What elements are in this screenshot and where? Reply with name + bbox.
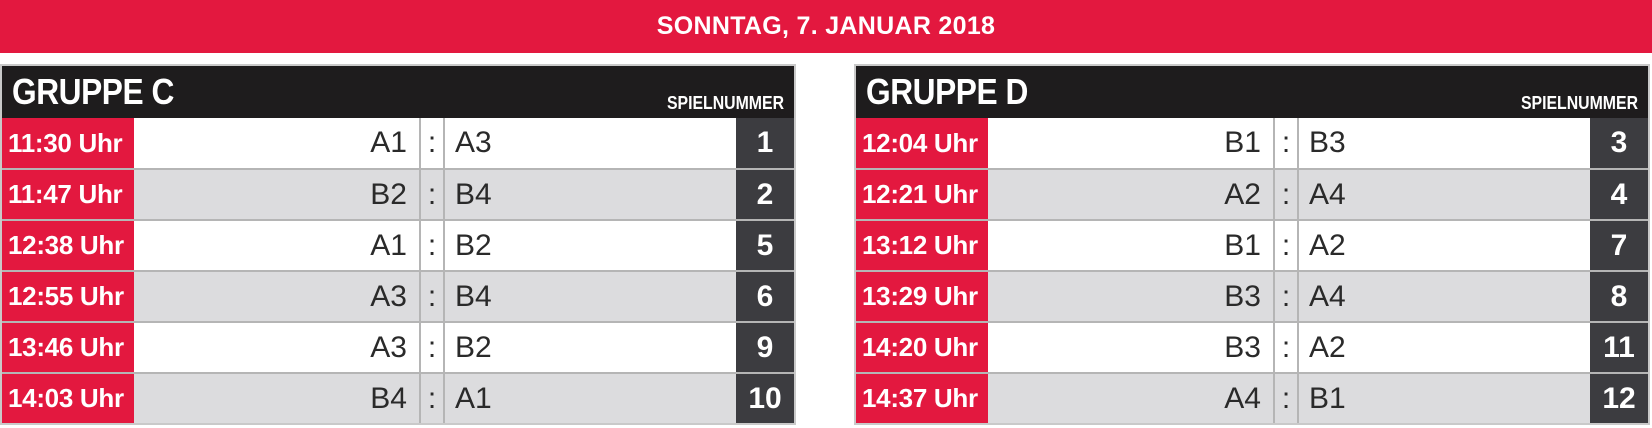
match-pairing: A1 : A3 [134,118,736,168]
separator: : [421,170,445,219]
away-team: A3 [455,126,492,159]
match-time: 14:37 Uhr [856,374,988,423]
match-row: 13:29 Uhr B3 : A4 8 [856,270,1648,321]
match-pairing: A1 : B2 [134,221,736,270]
match-row: 12:04 Uhr B1 : B3 3 [856,118,1648,168]
match-pairing: A3 : B4 [134,272,736,321]
match-row: 12:21 Uhr A2 : A4 4 [856,168,1648,219]
match-list: 12:04 Uhr B1 : B3 3 12:21 Uhr A2 : A4 4 … [856,118,1648,423]
match-row: 14:37 Uhr A4 : B1 12 [856,372,1648,423]
group-header: GRUPPE C SPIELNUMMER [2,66,794,118]
group-d-table: GRUPPE D SPIELNUMMER 12:04 Uhr B1 : B3 3… [854,64,1650,425]
match-pairing: B1 : B3 [988,118,1590,168]
match-time: 12:55 Uhr [2,272,134,321]
home-team: B1 [988,221,1275,270]
match-time: 14:03 Uhr [2,374,134,423]
home-team: A3 [134,272,421,321]
match-time: 12:21 Uhr [856,170,988,219]
away-team: B2 [455,228,492,262]
separator: : [1275,323,1299,372]
group-title: GRUPPE D [866,71,1028,112]
match-row: 11:30 Uhr A1 : A3 1 [2,118,794,168]
match-time: 11:47 Uhr [2,170,134,219]
match-number: 6 [736,272,794,321]
separator: : [1275,374,1299,423]
separator: : [421,118,445,168]
match-time: 14:20 Uhr [856,323,988,372]
separator: : [1275,272,1299,321]
separator: : [421,272,445,321]
match-time: 13:29 Uhr [856,272,988,321]
match-row: 13:46 Uhr A3 : B2 9 [2,321,794,372]
match-pairing: B4 : A1 [134,374,736,423]
match-list: 11:30 Uhr A1 : A3 1 11:47 Uhr B2 : B4 2 … [2,118,794,423]
match-row: 14:20 Uhr B3 : A2 11 [856,321,1648,372]
away-team: A2 [1309,228,1346,262]
away-team: A2 [1309,330,1346,364]
group-c-table: GRUPPE C SPIELNUMMER 11:30 Uhr A1 : A3 1… [0,64,796,425]
home-team: B2 [134,170,421,219]
match-pairing: A3 : B2 [134,323,736,372]
home-team: A3 [134,323,421,372]
group-header: GRUPPE D SPIELNUMMER [856,66,1648,118]
separator: : [421,221,445,270]
home-team: A4 [988,374,1275,423]
match-number: 1 [736,118,794,168]
away-team: B3 [1309,126,1346,159]
away-team: B4 [455,279,492,313]
group-title: GRUPPE C [12,71,174,112]
match-number: 3 [1590,118,1648,168]
match-row: 12:55 Uhr A3 : B4 6 [2,270,794,321]
match-row: 14:03 Uhr B4 : A1 10 [2,372,794,423]
match-time: 11:30 Uhr [2,118,134,168]
separator: : [1275,118,1299,168]
match-pairing: B3 : A4 [988,272,1590,321]
match-number-label: SPIELNUMMER [1520,93,1638,113]
separator: : [1275,170,1299,219]
match-number: 11 [1590,323,1648,372]
match-number: 2 [736,170,794,219]
match-number-label: SPIELNUMMER [666,93,784,113]
match-row: 13:12 Uhr B1 : A2 7 [856,219,1648,270]
match-number: 10 [736,374,794,423]
match-row: 12:38 Uhr A1 : B2 5 [2,219,794,270]
away-team: B1 [1309,381,1346,415]
home-team: A1 [134,118,421,168]
match-number: 4 [1590,170,1648,219]
separator: : [1275,221,1299,270]
home-team: A2 [988,170,1275,219]
match-time: 12:38 Uhr [2,221,134,270]
home-team: B4 [134,374,421,423]
away-team: B2 [455,330,492,364]
home-team: A1 [134,221,421,270]
match-pairing: A4 : B1 [988,374,1590,423]
home-team: B1 [988,118,1275,168]
away-team: A1 [455,381,492,415]
match-row: 11:47 Uhr B2 : B4 2 [2,168,794,219]
match-number: 12 [1590,374,1648,423]
match-time: 12:04 Uhr [856,118,988,168]
date-banner: SONNTAG, 7. JANUAR 2018 [0,0,1652,53]
match-pairing: B1 : A2 [988,221,1590,270]
home-team: B3 [988,272,1275,321]
match-time: 13:46 Uhr [2,323,134,372]
separator: : [421,374,445,423]
away-team: A4 [1309,279,1346,313]
match-number: 5 [736,221,794,270]
match-time: 13:12 Uhr [856,221,988,270]
home-team: B3 [988,323,1275,372]
match-number: 8 [1590,272,1648,321]
away-team: A4 [1309,177,1346,211]
match-pairing: A2 : A4 [988,170,1590,219]
away-team: B4 [455,177,492,211]
match-pairing: B3 : A2 [988,323,1590,372]
match-number: 9 [736,323,794,372]
match-pairing: B2 : B4 [134,170,736,219]
separator: : [421,323,445,372]
date-title: SONNTAG, 7. JANUAR 2018 [656,12,996,40]
match-number: 7 [1590,221,1648,270]
